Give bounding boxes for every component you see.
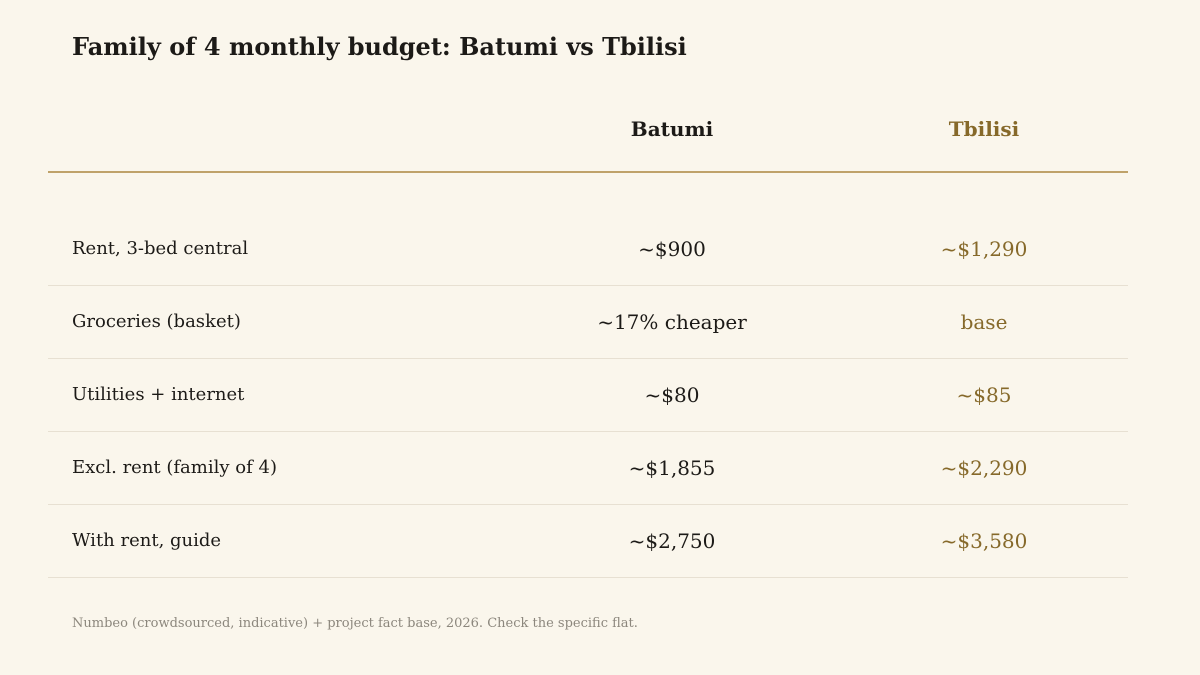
row-label: Rent, 3-bed central bbox=[72, 238, 249, 259]
table-row-rent: Rent, 3-bed central ~$900 ~$1,290 bbox=[48, 213, 1128, 286]
table-row-groceries: Groceries (basket) ~17% cheaper base bbox=[48, 286, 1128, 359]
row-label: Excl. rent (family of 4) bbox=[72, 457, 277, 478]
header-rule bbox=[48, 171, 1128, 173]
table-row-excl-rent: Excl. rent (family of 4) ~$1,855 ~$2,290 bbox=[48, 432, 1128, 505]
row-label: Utilities + internet bbox=[72, 384, 245, 405]
source-footnote: Numbeo (crowdsourced, indicative) + proj… bbox=[72, 616, 638, 631]
cell-tbilisi: base bbox=[960, 310, 1008, 334]
row-label: With rent, guide bbox=[72, 530, 222, 551]
cell-tbilisi: ~$1,290 bbox=[940, 237, 1028, 261]
cell-tbilisi: ~$2,290 bbox=[940, 456, 1028, 480]
cell-batumi: ~$2,750 bbox=[628, 529, 716, 553]
cell-tbilisi: ~$3,580 bbox=[940, 529, 1028, 553]
cell-batumi: ~$1,855 bbox=[628, 456, 716, 480]
column-header-batumi: Batumi bbox=[630, 117, 714, 141]
table-row-utilities: Utilities + internet ~$80 ~$85 bbox=[48, 359, 1128, 432]
cell-batumi: ~$80 bbox=[644, 383, 700, 407]
table-row-with-rent: With rent, guide ~$2,750 ~$3,580 bbox=[48, 505, 1128, 578]
row-label: Groceries (basket) bbox=[72, 311, 241, 332]
cell-batumi: ~$900 bbox=[638, 237, 706, 261]
cell-batumi: ~17% cheaper bbox=[597, 310, 747, 334]
column-header-tbilisi: Tbilisi bbox=[948, 117, 1020, 141]
cell-tbilisi: ~$85 bbox=[956, 383, 1012, 407]
chart-title: Family of 4 monthly budget: Batumi vs Tb… bbox=[72, 32, 687, 61]
